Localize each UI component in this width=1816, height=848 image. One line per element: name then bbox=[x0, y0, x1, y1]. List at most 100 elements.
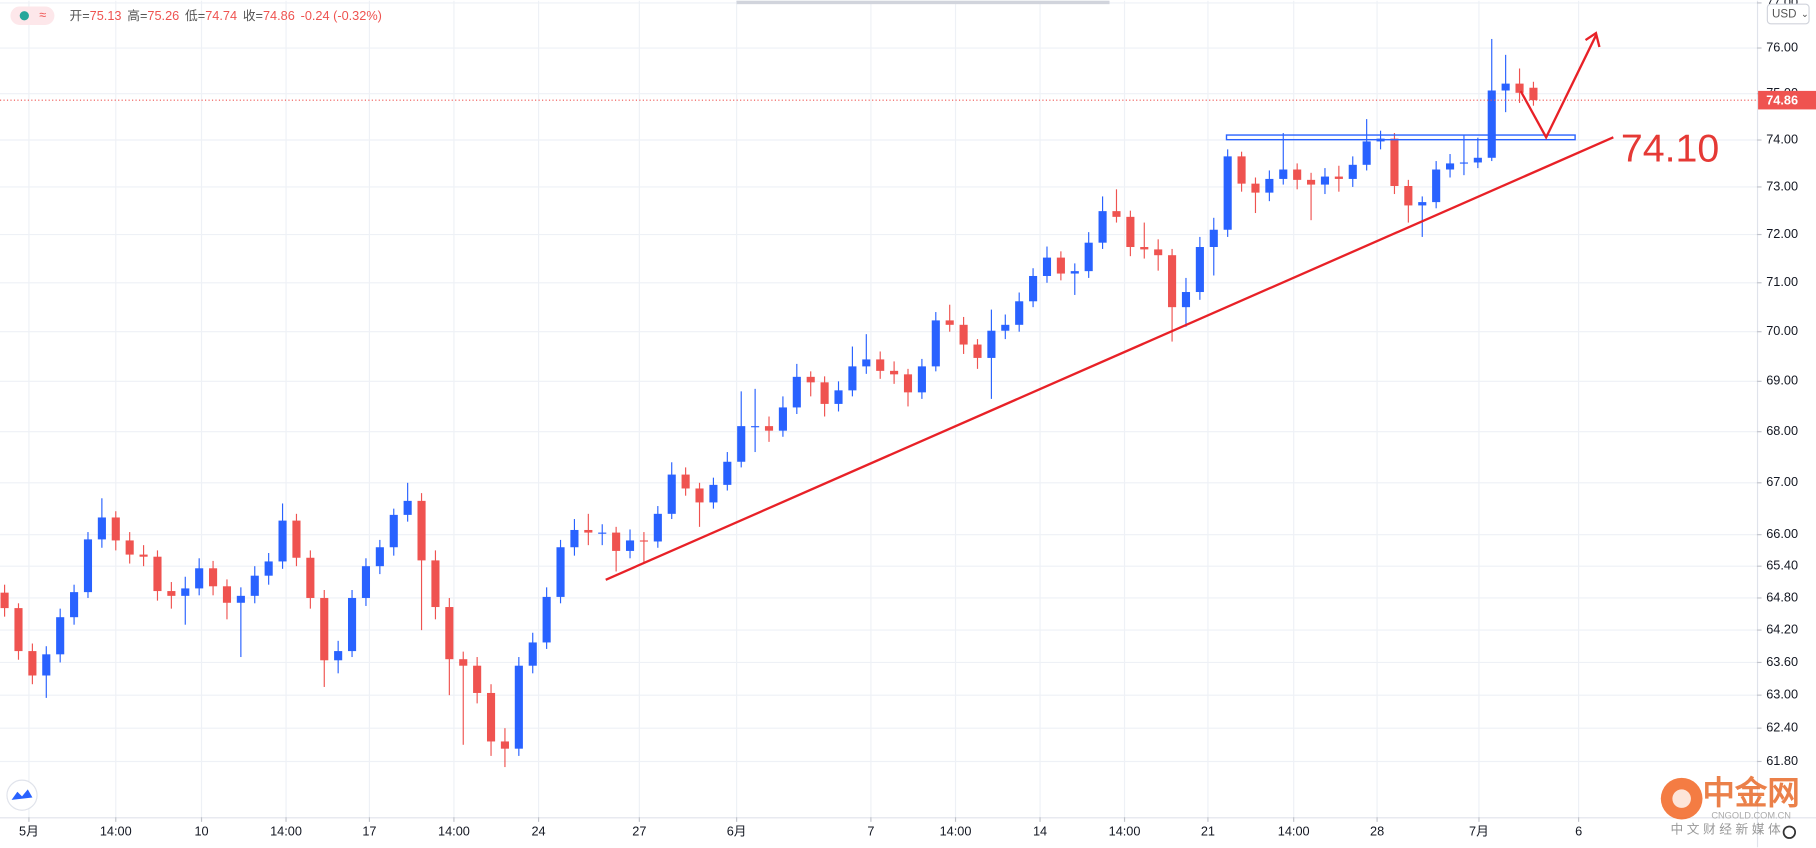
y-tick-label: 65.40 bbox=[1766, 558, 1798, 573]
arrow-head bbox=[1584, 31, 1601, 48]
x-tick-label: 17 bbox=[362, 824, 376, 839]
x-tick-label: 7 bbox=[867, 824, 874, 839]
candle-body bbox=[1362, 141, 1371, 165]
x-tick-label: 14:00 bbox=[1278, 824, 1310, 839]
candle-body bbox=[1084, 242, 1093, 272]
candle-body bbox=[737, 426, 746, 462]
candle-body bbox=[903, 374, 913, 393]
candle-body bbox=[125, 540, 134, 555]
y-tick-label: 66.00 bbox=[1766, 526, 1798, 541]
candle-body bbox=[222, 586, 232, 603]
candle-body bbox=[1029, 275, 1038, 302]
candle-body bbox=[987, 330, 996, 358]
ohlc-value: 74.74 bbox=[205, 8, 237, 23]
candle-body bbox=[876, 359, 885, 371]
candle-body bbox=[751, 426, 760, 428]
ohlc-label: 开= bbox=[69, 8, 89, 23]
candle-body bbox=[570, 529, 579, 548]
candle-body bbox=[403, 500, 412, 515]
candle-body bbox=[848, 366, 857, 391]
x-tick-label: 14:00 bbox=[270, 824, 302, 839]
candle-body bbox=[292, 520, 301, 558]
candle-body bbox=[83, 539, 93, 593]
watermark-site: CNGOLD.COM.CN bbox=[1711, 810, 1791, 820]
y-tick-label: 69.00 bbox=[1766, 373, 1798, 388]
candle-body bbox=[723, 461, 732, 485]
candle-body bbox=[667, 474, 676, 514]
candle-body bbox=[1348, 164, 1357, 179]
candle-body bbox=[167, 591, 176, 596]
candle-body bbox=[1223, 156, 1232, 230]
level-box bbox=[1225, 134, 1576, 141]
ohlc-header: 开=75.13 高=75.26 低=74.74 收=74.86 -0.24 (-0.32… bbox=[69, 8, 381, 23]
candle-body bbox=[1459, 162, 1469, 164]
candle-body bbox=[820, 382, 829, 404]
trend-line bbox=[605, 136, 1614, 581]
ohlc-label: 收= bbox=[243, 8, 263, 23]
candle-body bbox=[306, 557, 315, 598]
y-tick-label: 72.00 bbox=[1766, 226, 1798, 241]
y-tick-label: 61.80 bbox=[1766, 753, 1798, 768]
candle-body bbox=[1529, 87, 1538, 101]
candle-body bbox=[1070, 271, 1079, 274]
y-tick-label: 70.00 bbox=[1766, 323, 1798, 338]
candle-body bbox=[1001, 324, 1010, 331]
candle-body bbox=[1140, 247, 1149, 250]
candle-body bbox=[1209, 229, 1218, 248]
candle-body bbox=[1126, 216, 1135, 248]
annotation: 74.10 bbox=[1621, 127, 1720, 171]
candle-body bbox=[1307, 179, 1316, 185]
candle-body bbox=[445, 607, 454, 660]
candle-body bbox=[320, 597, 329, 661]
candle-body bbox=[361, 566, 371, 598]
candle-body bbox=[945, 320, 954, 325]
x-tick-label: 27 bbox=[632, 824, 646, 839]
candle-body bbox=[250, 575, 259, 596]
candle-body bbox=[417, 500, 426, 561]
status-pill bbox=[10, 6, 55, 26]
candle-body bbox=[1042, 257, 1052, 276]
x-tick-label: 24 bbox=[531, 824, 545, 839]
watermark-tagline: 中 文 财 经 新 媒 体 bbox=[1671, 821, 1782, 836]
candle-body bbox=[1418, 202, 1427, 206]
settings-icon[interactable] bbox=[1782, 825, 1797, 839]
currency-button[interactable] bbox=[1766, 3, 1810, 25]
x-tick-label: 7月 bbox=[1469, 824, 1489, 839]
candle-body bbox=[931, 320, 940, 367]
y-tick-label: 64.80 bbox=[1766, 589, 1798, 604]
currency[interactable]: USD bbox=[1772, 9, 1796, 21]
candle-body bbox=[375, 547, 384, 567]
arrow bbox=[1519, 34, 1597, 140]
x-tick-label: 14:00 bbox=[100, 824, 132, 839]
x-tick-label: 6 bbox=[1575, 824, 1582, 839]
candle-body bbox=[0, 592, 9, 609]
candle-body bbox=[806, 376, 815, 383]
currency-caret[interactable]: ⌄ bbox=[1801, 9, 1809, 19]
y-tick-label: 63.00 bbox=[1766, 687, 1798, 702]
ohlc-label: 高= bbox=[127, 8, 147, 23]
candle-body bbox=[1168, 255, 1177, 308]
candle-body bbox=[14, 608, 23, 652]
candle-body bbox=[917, 366, 926, 393]
candle-body bbox=[459, 659, 468, 666]
status-dot bbox=[19, 11, 29, 21]
candle-body bbox=[973, 344, 982, 358]
candle-body bbox=[695, 488, 704, 503]
y-tick-label: 67.00 bbox=[1766, 474, 1798, 489]
x-tick-label: 21 bbox=[1201, 824, 1215, 839]
candle-body bbox=[473, 665, 482, 693]
candle-body bbox=[584, 529, 593, 533]
candle-body bbox=[181, 588, 190, 596]
candle-body bbox=[1473, 157, 1482, 163]
x-tick-label: 6月 bbox=[727, 824, 747, 839]
x-tick-label: 14:00 bbox=[438, 824, 470, 839]
candle-body bbox=[792, 376, 801, 408]
candle-body bbox=[862, 359, 871, 367]
x-tick-label: 10 bbox=[194, 824, 208, 839]
candle-body bbox=[1293, 169, 1302, 180]
candle-body bbox=[959, 324, 968, 345]
candle-body bbox=[681, 474, 690, 489]
sync-icon: ≈ bbox=[39, 7, 46, 22]
logo-button[interactable] bbox=[6, 779, 38, 811]
